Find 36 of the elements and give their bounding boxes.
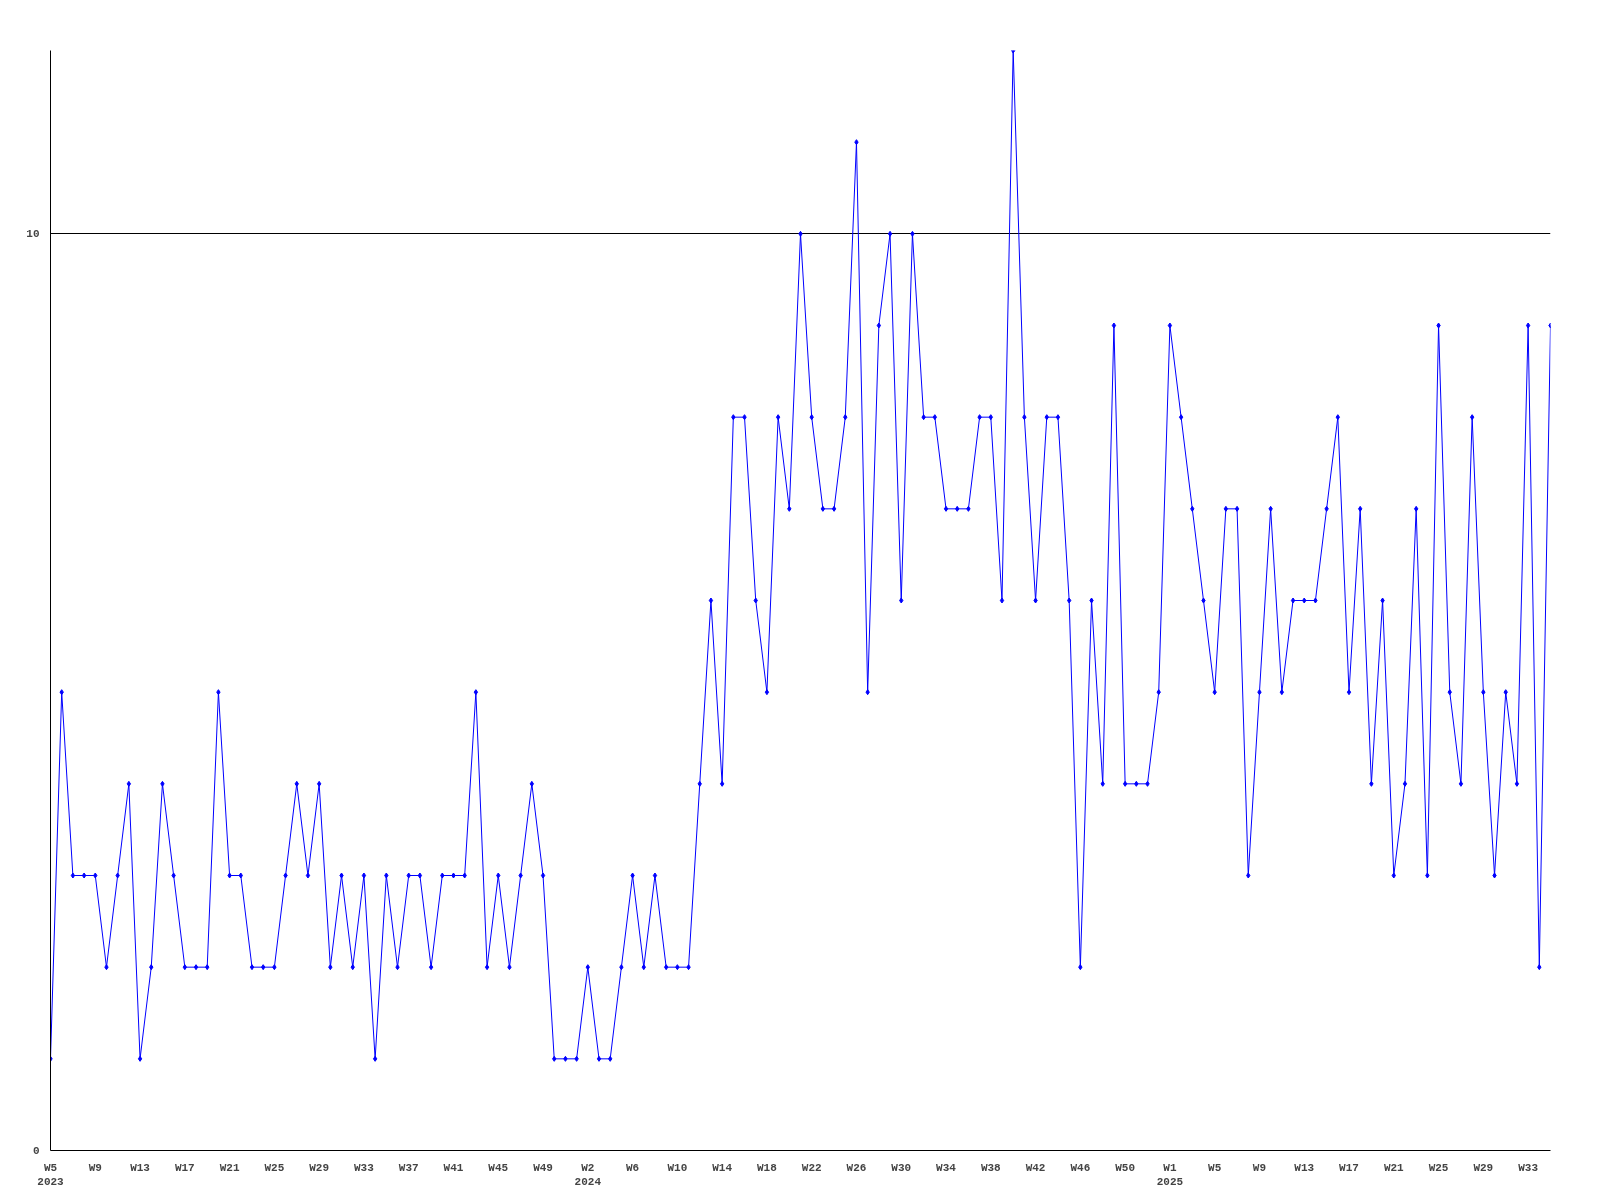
x-tick-label: W10 bbox=[667, 1161, 688, 1174]
x-tick-label: W29 bbox=[1473, 1161, 1494, 1174]
x-tick-label: W33 bbox=[354, 1161, 375, 1174]
x-tick-label: W17 bbox=[174, 1161, 195, 1174]
x-tick-label: W37 bbox=[398, 1161, 419, 1174]
x-tick-label: W46 bbox=[1070, 1161, 1091, 1174]
x-tick-label: W6 bbox=[625, 1161, 640, 1174]
x-tick-label: W41 bbox=[443, 1161, 464, 1174]
x-tick-label: W34 bbox=[936, 1161, 957, 1174]
x-tick-label: W5 2023 bbox=[37, 1161, 65, 1188]
x-tick-label: W33 bbox=[1518, 1161, 1539, 1174]
x-tick-label: W9 bbox=[1252, 1161, 1267, 1174]
x-tick-label: W2 2024 bbox=[574, 1161, 602, 1188]
x-tick-label: W22 bbox=[801, 1161, 822, 1174]
x-tick-label: W38 bbox=[980, 1161, 1002, 1174]
y-tick-label: 0 bbox=[32, 1145, 40, 1157]
x-tick-label: W21 bbox=[1383, 1161, 1405, 1174]
x-tick-label: W13 bbox=[130, 1161, 151, 1174]
x-tick-label: W25 bbox=[264, 1161, 285, 1174]
x-tick-label: W1 2025 bbox=[1156, 1161, 1184, 1188]
x-tick-label: W13 bbox=[1294, 1161, 1315, 1174]
x-tick-label: W21 bbox=[219, 1161, 240, 1174]
x-tick-label: W42 bbox=[1025, 1161, 1046, 1174]
x-tick-label: W26 bbox=[846, 1161, 867, 1174]
x-tick-label: W50 bbox=[1115, 1161, 1136, 1174]
x-tick-label: W45 bbox=[488, 1161, 509, 1174]
x-tick-label: W49 bbox=[533, 1161, 553, 1174]
x-tick-label: W5 bbox=[1208, 1161, 1222, 1174]
x-tick-label: W14 bbox=[712, 1161, 733, 1174]
x-tick-label: W25 bbox=[1428, 1161, 1449, 1174]
x-tick-label: W18 bbox=[757, 1161, 778, 1174]
x-tick-label: W17 bbox=[1339, 1161, 1359, 1174]
x-tick-label: W29 bbox=[309, 1161, 330, 1174]
y-tick-label: 10 bbox=[26, 228, 40, 241]
x-tick-label: W30 bbox=[891, 1161, 912, 1174]
x-tick-label: W9 bbox=[88, 1161, 102, 1174]
